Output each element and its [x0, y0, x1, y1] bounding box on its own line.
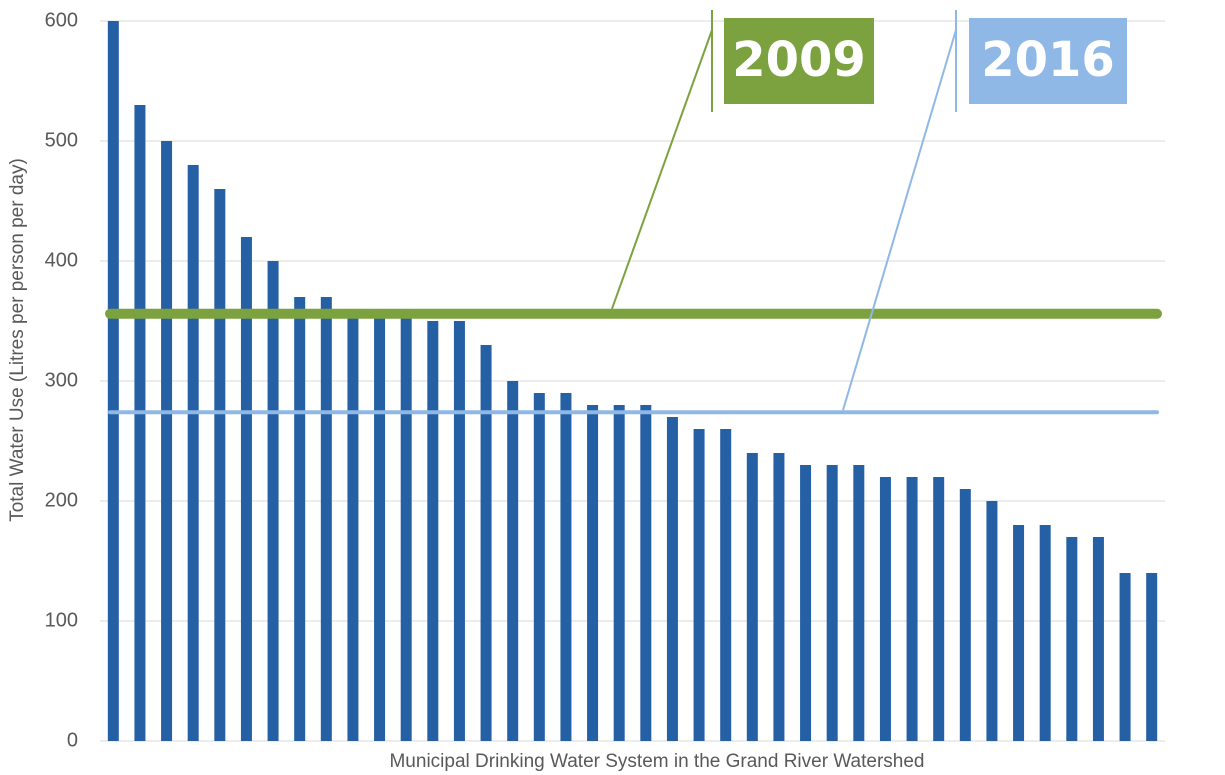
bar [853, 465, 865, 741]
bar [587, 405, 599, 741]
x-axis-title: Municipal Drinking Water System in the G… [389, 751, 924, 772]
y-tick-label: 0 [67, 729, 78, 751]
y-tick-label: 600 [45, 9, 78, 31]
bar [1092, 537, 1104, 741]
y-axis-title: Total Water Use (Litres per person per d… [7, 158, 28, 522]
bar [1066, 537, 1078, 741]
bar [640, 405, 652, 741]
bar [107, 21, 119, 741]
bar [507, 381, 519, 741]
y-tick-label: 500 [45, 129, 78, 151]
bar [240, 237, 252, 741]
bar [1146, 573, 1158, 741]
y-tick-label: 400 [45, 249, 78, 271]
bar [986, 501, 998, 741]
bar [773, 453, 785, 741]
callout-box [724, 18, 874, 104]
bar [134, 105, 146, 741]
bar [933, 477, 945, 741]
bar [959, 489, 971, 741]
y-tick-label: 200 [45, 489, 78, 511]
bar [400, 309, 412, 741]
bar [613, 405, 625, 741]
bar [906, 477, 918, 741]
bar [374, 309, 386, 741]
bar [453, 321, 465, 741]
bar [720, 429, 732, 741]
bar [267, 261, 279, 741]
callout-box [969, 18, 1127, 104]
bar [347, 309, 359, 741]
bar [480, 345, 492, 741]
bar [560, 393, 572, 741]
bar [826, 465, 838, 741]
bar [187, 165, 199, 741]
y-tick-label: 300 [45, 369, 78, 391]
callout-label: 2016 [981, 32, 1115, 88]
bar [1013, 525, 1025, 741]
callout-label: 2009 [732, 32, 866, 88]
bar [693, 429, 705, 741]
bar [1039, 525, 1051, 741]
callout-leader [611, 29, 713, 310]
y-tick-label: 100 [45, 609, 78, 631]
bar [214, 189, 226, 741]
bar [533, 393, 545, 741]
bar [1119, 573, 1131, 741]
bar [746, 453, 758, 741]
callout-leader [842, 29, 957, 411]
bar [800, 465, 812, 741]
bar [666, 417, 678, 741]
bar [161, 141, 173, 741]
bar [294, 297, 306, 741]
bar [320, 297, 332, 741]
bar [427, 321, 439, 741]
bar [879, 477, 891, 741]
